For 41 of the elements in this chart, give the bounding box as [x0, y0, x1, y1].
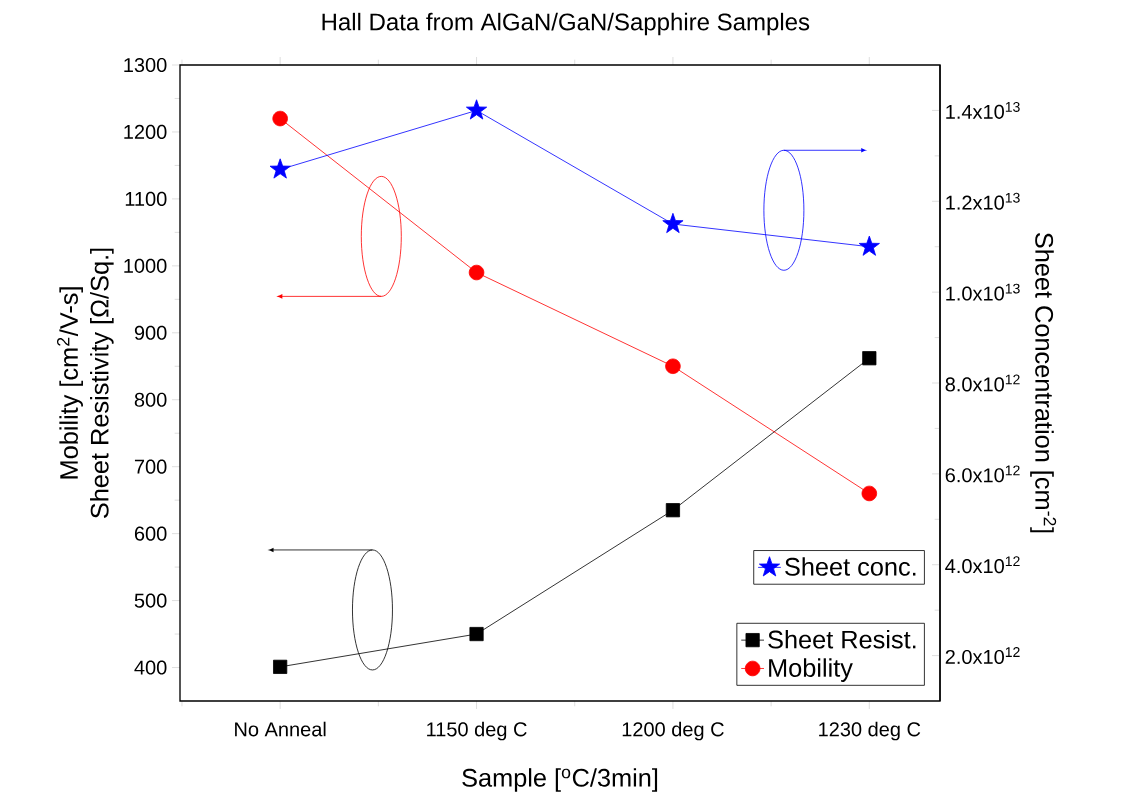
y-tick-label: 800: [134, 392, 167, 407]
x-tick-label: No Anneal: [235, 721, 326, 737]
y2-axis-title: Sheet Concentration [cm$^{-2}$]: [1030, 233, 1057, 533]
y-tick-label: 600: [134, 526, 167, 541]
point: [665, 503, 680, 518]
y2-tick-label: 1.2x10$^{13}$: [946, 192, 1020, 210]
y2-tick-label: 8.0x10$^{12}$: [945, 374, 1020, 392]
y-tick-label: 1100: [125, 191, 167, 206]
point: [272, 110, 288, 127]
point: [862, 351, 877, 366]
point: [662, 212, 684, 234]
point: [858, 235, 880, 256]
point: [273, 659, 288, 674]
y-tick-label: 1000: [124, 258, 167, 273]
y2-tick-label: 6.0x10$^{12}$: [945, 465, 1020, 483]
y2-tick-label: 4.0x10$^{12}$: [945, 556, 1020, 574]
point: [468, 264, 485, 281]
y-tick-label: 1200: [124, 124, 167, 140]
y2-tick-label: 1.4x10$^{13}$: [946, 101, 1020, 119]
y-tick-label: 900: [134, 325, 167, 340]
chart-title: Hall Data from AlGaN/GaN/Sapphire Samples: [322, 12, 810, 36]
y2-tick-label: 1.0x10$^{13}$: [946, 283, 1020, 301]
point: [665, 358, 681, 374]
x-tick-label: 1150 deg C: [427, 721, 527, 741]
y-tick-label: 500: [134, 593, 167, 608]
y-tick-label: 1300: [124, 57, 167, 73]
x-tick-label: 1200 deg C: [622, 721, 724, 741]
point: [861, 485, 878, 502]
legend-label: Sheet conc.: [785, 557, 916, 576]
y-tick-label: 700: [134, 459, 167, 474]
point: [269, 158, 291, 179]
point: [466, 99, 488, 120]
y-tick-label: 400: [134, 660, 167, 675]
legend-label: Sheet Resist.: [768, 629, 916, 649]
legend-label: Mobility: [769, 658, 853, 682]
x-axis-title: Sample [$^{o}$C/3min]: [462, 768, 658, 792]
text: Mobility [cm$^{2}$/V-s]: [56, 287, 83, 479]
x-tick-label: 1230 deg C: [819, 721, 921, 741]
point: [469, 626, 484, 642]
y2-tick-label: 2.0x10$^{12}$: [945, 647, 1020, 665]
text: Sheet Resistivity [Ω/Sq.]: [90, 248, 114, 519]
